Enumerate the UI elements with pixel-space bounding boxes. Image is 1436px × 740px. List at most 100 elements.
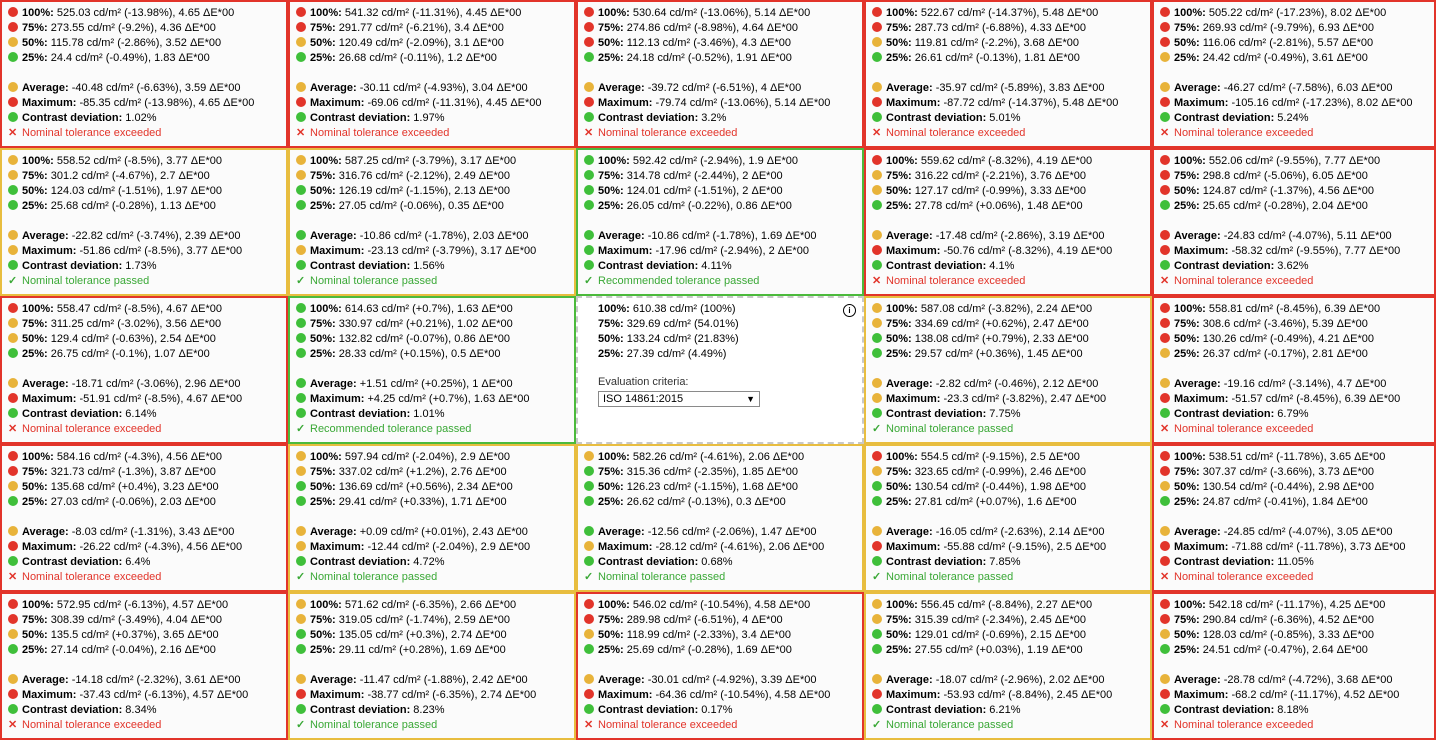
- status-dot-icon: [296, 451, 306, 461]
- row-spacer: [1160, 362, 1434, 377]
- measurement-row: 50%: 124.87 cd/m² (-1.37%), 4.56 ΔE*00: [1160, 184, 1434, 199]
- reference-row: 75%: 329.69 cd/m² (54.01%): [598, 317, 862, 332]
- measurement-cell[interactable]: 100%: 505.22 cd/m² (-17.23%), 8.02 ΔE*00…: [1152, 0, 1436, 148]
- measurement-row: 75%: 289.98 cd/m² (-6.51%), 4 ΔE*00: [584, 613, 862, 628]
- measurement-cell[interactable]: 100%: 558.81 cd/m² (-8.45%), 6.39 ΔE*00 7…: [1152, 296, 1436, 444]
- measurement-cell[interactable]: 100%: 559.62 cd/m² (-8.32%), 4.19 ΔE*00 7…: [864, 148, 1152, 296]
- reference-cell[interactable]: i 100%: 610.38 cd/m² (100%) 75%: 329.69 cd…: [576, 296, 864, 444]
- reference-value: 133.24 cd/m² (21.83%): [626, 333, 739, 345]
- row-spacer: [872, 658, 1150, 673]
- measurement-label: Contrast deviation:: [310, 556, 411, 568]
- measurement-cell[interactable]: 100%: 546.02 cd/m² (-10.54%), 4.58 ΔE*00…: [576, 592, 864, 740]
- measurement-label: 50%:: [886, 481, 912, 493]
- status-dot-icon: [296, 230, 306, 240]
- measurement-cell[interactable]: 100%: 597.94 cd/m² (-2.04%), 2.9 ΔE*00 75…: [288, 444, 576, 592]
- measurement-value: 24.42 cd/m² (-0.49%), 3.61 ΔE*00: [1202, 52, 1368, 64]
- measurement-row: 75%: 321.73 cd/m² (-1.3%), 3.87 ΔE*00: [8, 465, 286, 480]
- measurement-value: -53.93 cd/m² (-8.84%), 2.45 ΔE*00: [943, 689, 1113, 701]
- status-dot-icon: [872, 170, 882, 180]
- measurement-cell[interactable]: 100%: 587.08 cd/m² (-3.82%), 2.24 ΔE*00 7…: [864, 296, 1152, 444]
- status-dot-icon: [872, 378, 882, 388]
- status-dot-icon: [8, 644, 18, 654]
- measurement-cell[interactable]: 100%: 522.67 cd/m² (-14.37%), 5.48 ΔE*00…: [864, 0, 1152, 148]
- status-dot-icon: [296, 245, 306, 255]
- measurement-row: Contrast deviation: 4.11%: [584, 259, 862, 274]
- measurement-cell[interactable]: 100%: 554.5 cd/m² (-9.15%), 2.5 ΔE*00 75%…: [864, 444, 1152, 592]
- measurement-cell[interactable]: 100%: 592.42 cd/m² (-2.94%), 1.9 ΔE*00 75…: [576, 148, 864, 296]
- status-dot-icon: [1160, 348, 1170, 358]
- measurement-value: -79.74 cd/m² (-13.06%), 5.14 ΔE*00: [655, 97, 831, 109]
- status-dot-icon: [8, 303, 18, 313]
- measurement-row: 75%: 330.97 cd/m² (+0.21%), 1.02 ΔE*00: [296, 317, 574, 332]
- measurement-row: Maximum: -37.43 cd/m² (-6.13%), 4.57 ΔE*…: [8, 688, 286, 703]
- status-dot-icon: [8, 599, 18, 609]
- tolerance-status-text: Nominal tolerance passed: [886, 719, 1014, 731]
- status-dot-icon: [872, 704, 882, 714]
- measurement-row: 25%: 25.69 cd/m² (-0.28%), 1.69 ΔE*00: [584, 643, 862, 658]
- measurement-label: Average:: [1174, 526, 1221, 538]
- tolerance-status: ✕ Nominal tolerance exceeded: [1160, 274, 1434, 289]
- measurement-row: 50%: 124.03 cd/m² (-1.51%), 1.97 ΔE*00: [8, 184, 286, 199]
- measurement-cell[interactable]: 100%: 582.26 cd/m² (-4.61%), 2.06 ΔE*00 7…: [576, 444, 864, 592]
- measurement-label: Contrast deviation:: [886, 704, 987, 716]
- cross-icon: ✕: [584, 719, 594, 731]
- measurement-label: Average:: [1174, 82, 1221, 94]
- measurement-row: Contrast deviation: 6.4%: [8, 555, 286, 570]
- measurement-row: 25%: 27.03 cd/m² (-0.06%), 2.03 ΔE*00: [8, 495, 286, 510]
- measurement-cell[interactable]: 100%: 538.51 cd/m² (-11.78%), 3.65 ΔE*00…: [1152, 444, 1436, 592]
- measurement-value: 316.22 cd/m² (-2.21%), 3.76 ΔE*00: [914, 170, 1086, 182]
- measurement-value: 314.78 cd/m² (-2.44%), 2 ΔE*00: [626, 170, 783, 182]
- measurement-cell[interactable]: 100%: 614.63 cd/m² (+0.7%), 1.63 ΔE*00 75…: [288, 296, 576, 444]
- status-dot-icon: [584, 599, 594, 609]
- measurement-value: 27.05 cd/m² (-0.06%), 0.35 ΔE*00: [338, 200, 504, 212]
- measurement-cell[interactable]: 100%: 558.52 cd/m² (-8.5%), 3.77 ΔE*00 75…: [0, 148, 288, 296]
- measurement-label: 75%:: [1174, 614, 1200, 626]
- status-dot-icon: [584, 155, 594, 165]
- measurement-value: -24.83 cd/m² (-4.07%), 5.11 ΔE*00: [1223, 230, 1392, 242]
- status-dot-icon: [1160, 466, 1170, 476]
- measurement-label: 100%:: [310, 599, 342, 611]
- row-spacer: [296, 510, 574, 525]
- tolerance-status-text: Nominal tolerance passed: [598, 571, 726, 583]
- measurement-label: Contrast deviation:: [22, 704, 123, 716]
- info-icon[interactable]: i: [843, 304, 856, 317]
- measurement-cell[interactable]: 100%: 571.62 cd/m² (-6.35%), 2.66 ΔE*00 7…: [288, 592, 576, 740]
- status-dot-icon: [8, 52, 18, 62]
- measurement-row: 25%: 27.81 cd/m² (+0.07%), 1.6 ΔE*00: [872, 495, 1150, 510]
- measurement-label: 25%:: [886, 200, 912, 212]
- measurement-label: Contrast deviation:: [22, 408, 123, 420]
- measurement-value: 135.5 cd/m² (+0.37%), 3.65 ΔE*00: [50, 629, 219, 641]
- measurement-label: 50%:: [1174, 37, 1200, 49]
- measurement-cell[interactable]: 100%: 530.64 cd/m² (-13.06%), 5.14 ΔE*00…: [576, 0, 864, 148]
- status-dot-icon: [1160, 451, 1170, 461]
- measurement-cell[interactable]: 100%: 542.18 cd/m² (-11.17%), 4.25 ΔE*00…: [1152, 592, 1436, 740]
- status-dot-icon: [872, 37, 882, 47]
- measurement-row: Contrast deviation: 1.01%: [296, 407, 574, 422]
- evaluation-criteria-select[interactable]: ISO 14861:2015 ▼: [598, 391, 760, 407]
- measurement-row: Average: -8.03 cd/m² (-1.31%), 3.43 ΔE*0…: [8, 525, 286, 540]
- measurement-label: 25%:: [310, 200, 336, 212]
- measurement-value: -8.03 cd/m² (-1.31%), 3.43 ΔE*00: [71, 526, 235, 538]
- status-dot-icon: [1160, 556, 1170, 566]
- status-dot-icon: [8, 185, 18, 195]
- measurement-value: 25.68 cd/m² (-0.28%), 1.13 ΔE*00: [50, 200, 216, 212]
- measurement-value: 112.13 cd/m² (-3.46%), 4.3 ΔE*00: [626, 37, 792, 49]
- measurement-cell[interactable]: 100%: 558.47 cd/m² (-8.5%), 4.67 ΔE*00 75…: [0, 296, 288, 444]
- measurement-cell[interactable]: 100%: 552.06 cd/m² (-9.55%), 7.77 ΔE*00 7…: [1152, 148, 1436, 296]
- measurement-cell[interactable]: 100%: 556.45 cd/m² (-8.84%), 2.27 ΔE*00 7…: [864, 592, 1152, 740]
- tolerance-status: ✓ Recommended tolerance passed: [296, 422, 574, 437]
- measurement-row: 25%: 27.55 cd/m² (+0.03%), 1.19 ΔE*00: [872, 643, 1150, 658]
- measurement-label: 50%:: [1174, 333, 1200, 345]
- measurement-label: 75%:: [22, 466, 48, 478]
- measurement-row: 75%: 315.39 cd/m² (-2.34%), 2.45 ΔE*00: [872, 613, 1150, 628]
- measurement-cell[interactable]: 100%: 584.16 cd/m² (-4.3%), 4.56 ΔE*00 75…: [0, 444, 288, 592]
- measurement-cell[interactable]: 100%: 572.95 cd/m² (-6.13%), 4.57 ΔE*00 7…: [0, 592, 288, 740]
- measurement-cell[interactable]: 100%: 587.25 cd/m² (-3.79%), 3.17 ΔE*00 7…: [288, 148, 576, 296]
- measurement-row: 75%: 307.37 cd/m² (-3.66%), 3.73 ΔE*00: [1160, 465, 1434, 480]
- tolerance-status: ✓ Nominal tolerance passed: [584, 570, 862, 585]
- status-dot-icon: [872, 318, 882, 328]
- measurement-cell[interactable]: 100%: 541.32 cd/m² (-11.31%), 4.45 ΔE*00…: [288, 0, 576, 148]
- measurement-label: 100%:: [598, 599, 630, 611]
- status-dot-icon: [584, 451, 594, 461]
- measurement-cell[interactable]: 100%: 525.03 cd/m² (-13.98%), 4.65 ΔE*00…: [0, 0, 288, 148]
